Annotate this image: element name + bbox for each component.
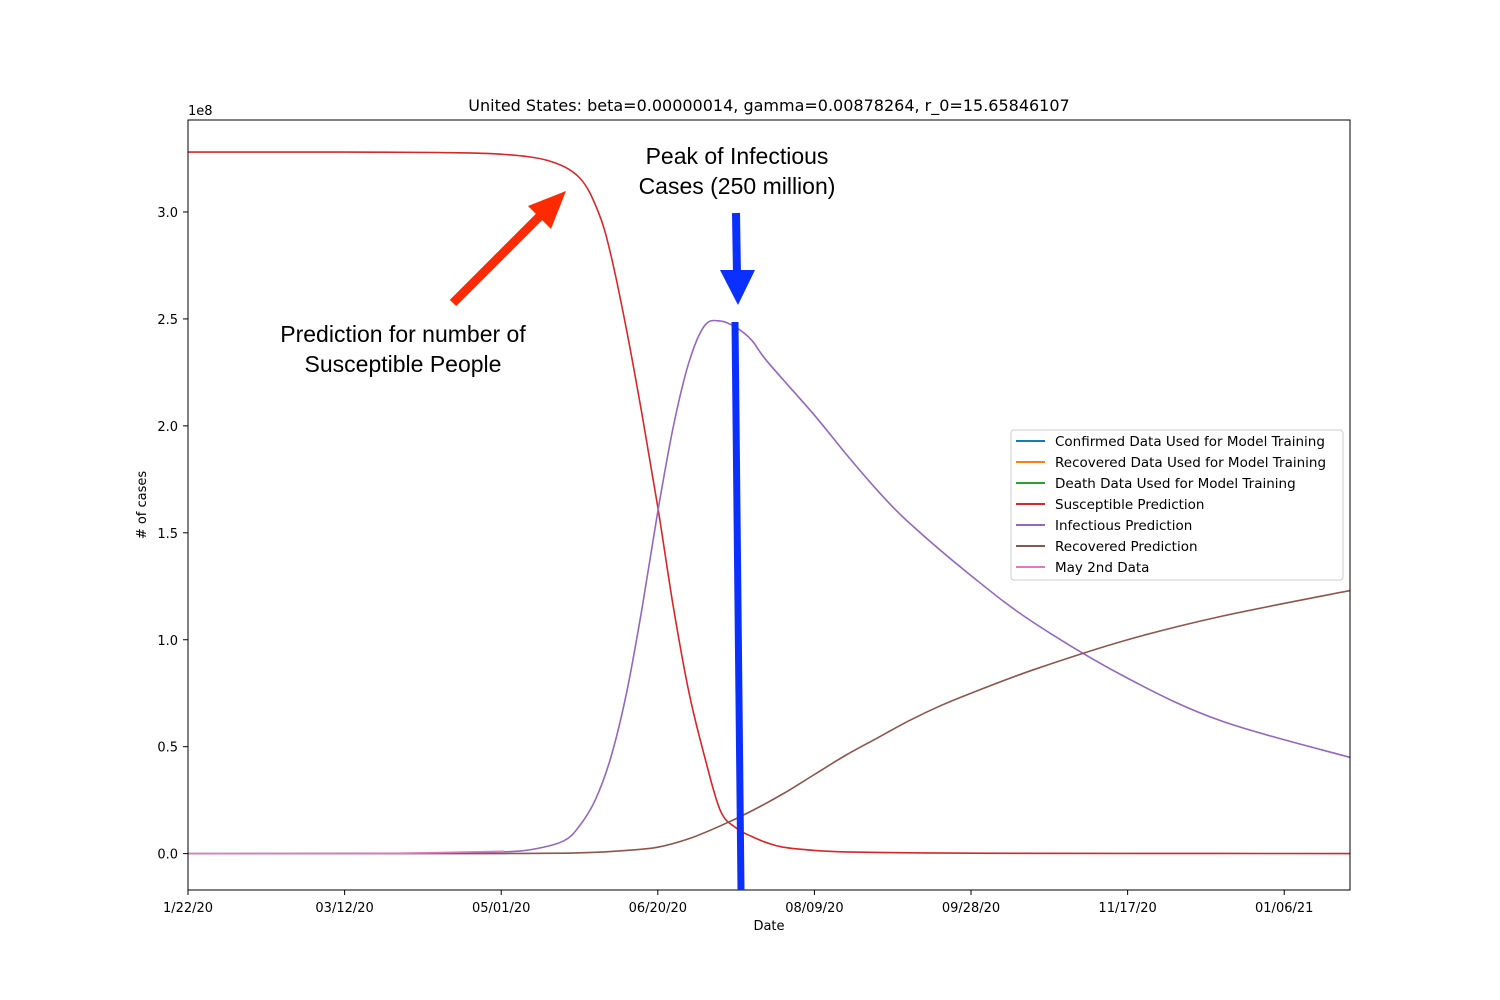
blue-arrow-shaft — [732, 212, 741, 276]
y-tick-label: 1.5 — [157, 527, 178, 542]
y-tick-label: 2.0 — [157, 420, 178, 435]
legend-entry: Recovered Prediction — [1055, 539, 1198, 555]
annotation-peak: Peak of Infectious Cases (250 million) — [639, 143, 836, 891]
x-tick-label: 05/01/20 — [472, 901, 530, 916]
red-arrow-head — [528, 191, 566, 229]
annotation-susceptible-line-2: Susceptible People — [305, 351, 502, 377]
x-tick-label: 11/17/20 — [1098, 901, 1156, 916]
y-multiplier: 1e8 — [188, 104, 213, 119]
y-tick-label: 1.0 — [157, 634, 178, 649]
plot-frame — [187, 119, 1351, 891]
legend-entry: Death Data Used for Model Training — [1055, 476, 1296, 492]
x-tick-label: 1/22/20 — [163, 901, 213, 916]
y-tick-label: 0.0 — [157, 848, 178, 863]
y-axis-label: # of cases — [135, 471, 150, 540]
chart-title: United States: beta=0.00000014, gamma=0.… — [468, 96, 1069, 116]
blue-arrow-head — [720, 270, 755, 305]
legend-entry: Susceptible Prediction — [1055, 497, 1204, 513]
blue-pointer-line — [731, 321, 745, 891]
y-tick-label: 2.5 — [157, 313, 178, 328]
x-axis: 1/22/20 03/12/20 05/01/20 06/20/20 08/09/20 0… — [163, 890, 1313, 916]
series-line-recovered-prediction — [188, 589, 1350, 855]
y-axis: 0.0 0.5 1.0 1.5 2.0 2.5 3.0 — [157, 206, 188, 863]
annotation-peak-line-1: Peak of Infectious — [646, 143, 829, 169]
series-line-may-2nd-data — [188, 850, 505, 855]
legend-entry: Confirmed Data Used for Model Training — [1055, 434, 1325, 450]
x-tick-label: 08/09/20 — [785, 901, 843, 916]
x-tick-label: 01/06/21 — [1255, 901, 1313, 916]
series-line-infectious-prediction — [188, 319, 1350, 855]
annotation-susceptible: Prediction for number of Susceptible Peo… — [280, 191, 566, 377]
y-tick-label: 3.0 — [157, 206, 178, 221]
legend-box — [1010, 429, 1344, 581]
annotation-peak-line-2: Cases (250 million) — [639, 173, 836, 199]
legend-entry: Infectious Prediction — [1055, 518, 1192, 534]
y-tick-label: 0.5 — [157, 741, 178, 756]
annotation-susceptible-line-1: Prediction for number of — [280, 321, 526, 347]
legend: Confirmed Data Used for Model Training Re… — [1010, 429, 1344, 581]
legend-entry: Recovered Data Used for Model Training — [1055, 455, 1326, 471]
x-tick-label: 03/12/20 — [315, 901, 373, 916]
plot-area — [188, 151, 1350, 855]
x-tick-label: 09/28/20 — [942, 901, 1000, 916]
x-tick-label: 06/20/20 — [629, 901, 687, 916]
x-axis-label: Date — [753, 919, 784, 934]
series-line-susceptible-prediction — [188, 151, 1350, 855]
red-arrow-shaft — [449, 212, 544, 307]
legend-entry: May 2nd Data — [1055, 560, 1149, 576]
